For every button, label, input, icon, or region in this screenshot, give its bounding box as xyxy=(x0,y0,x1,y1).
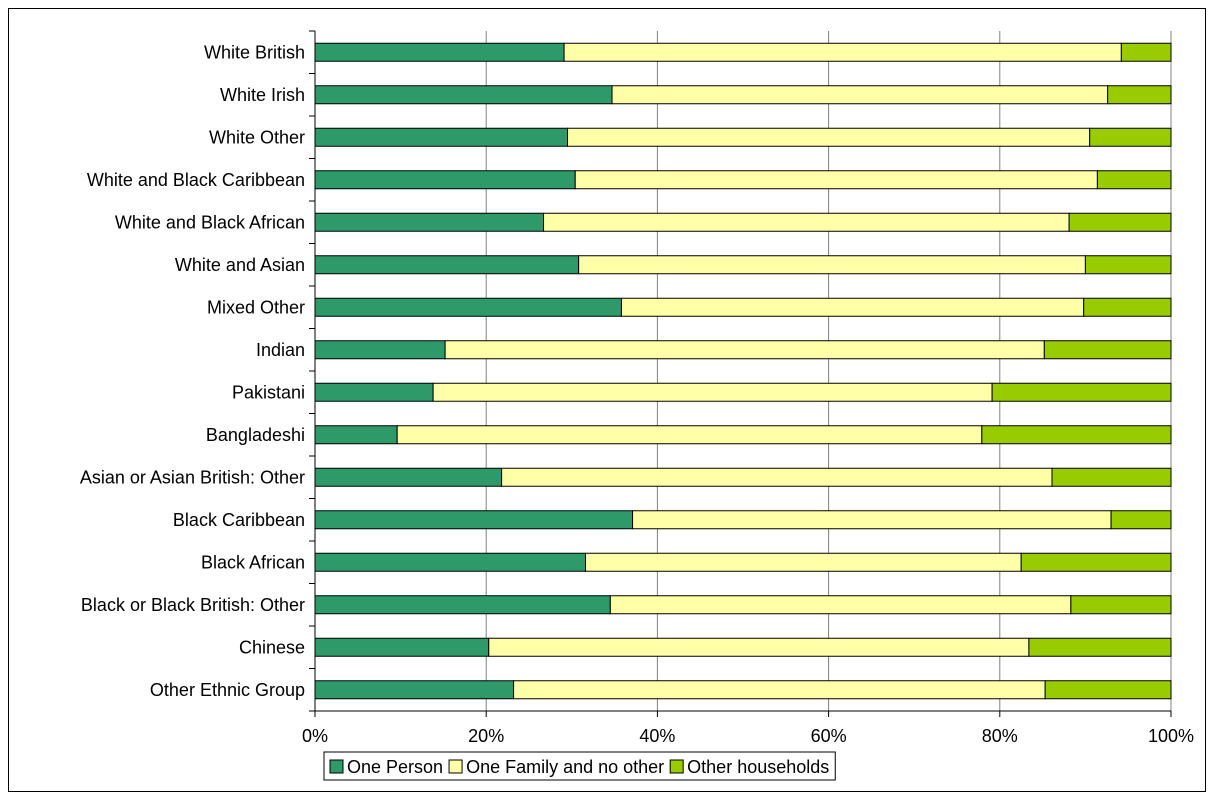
category-label: Bangladeshi xyxy=(206,425,305,445)
category-label: Mixed Other xyxy=(207,297,305,317)
category-label: Chinese xyxy=(239,637,305,657)
bar-segment-one-family-and-no-other xyxy=(567,127,1091,147)
x-tick-label: 0% xyxy=(302,726,328,746)
bar-segment-other-households xyxy=(1089,127,1172,147)
legend: One Person One Family and no other Other h… xyxy=(323,751,836,781)
bar-segment-one-family-and-no-other xyxy=(488,637,1030,657)
bar-segment-other-households xyxy=(1020,552,1172,572)
bar-segment-one-family-and-no-other xyxy=(611,85,1109,105)
category-label: White Other xyxy=(209,127,305,147)
bar-segment-other-households xyxy=(1051,467,1172,487)
bar-segment-one-family-and-no-other xyxy=(609,595,1072,615)
x-tick-label: 40% xyxy=(639,726,675,746)
bar-segment-one-person xyxy=(314,425,398,445)
bar-segment-one-family-and-no-other xyxy=(501,467,1053,487)
legend-label: Other households xyxy=(687,757,829,777)
category-label: Indian xyxy=(256,340,305,360)
bar-segment-one-family-and-no-other xyxy=(620,297,1085,317)
x-tick-label: 100% xyxy=(1148,726,1194,746)
x-tick-label: 80% xyxy=(982,726,1018,746)
bar-segment-one-person xyxy=(314,382,434,402)
category-label: White British xyxy=(204,42,305,62)
category-label: Black African xyxy=(201,552,305,572)
bar-segment-one-person xyxy=(314,170,576,190)
legend-box xyxy=(323,751,836,781)
bar-segment-one-family-and-no-other xyxy=(563,42,1122,62)
legend-swatch xyxy=(448,759,463,774)
bar-segment-one-person xyxy=(314,552,586,572)
bar-segment-one-person xyxy=(314,85,613,105)
bar-segment-one-person xyxy=(314,637,490,657)
bar-segment-other-households xyxy=(1084,255,1172,275)
bar-segment-one-family-and-no-other xyxy=(632,510,1112,530)
category-label: White and Black African xyxy=(115,212,305,232)
bar-segment-one-person xyxy=(314,212,545,232)
bar-segment-one-person xyxy=(314,595,611,615)
bar-segment-other-households xyxy=(1044,680,1172,700)
bar-segment-one-family-and-no-other xyxy=(543,212,1070,232)
bar-segment-other-households xyxy=(1110,510,1172,530)
bar-segment-one-person xyxy=(314,340,446,360)
bar-segment-one-family-and-no-other xyxy=(578,255,1086,275)
bar-segment-one-person xyxy=(314,42,565,62)
bar-segment-other-households xyxy=(991,382,1172,402)
bar-segment-other-households xyxy=(1070,595,1172,615)
legend-label: One Person xyxy=(347,757,443,777)
bar-segment-one-family-and-no-other xyxy=(584,552,1022,572)
category-label: Black or Black British: Other xyxy=(81,595,305,615)
bar-segment-other-households xyxy=(1083,297,1172,317)
legend-swatch xyxy=(329,759,344,774)
category-label: Pakistani xyxy=(232,382,305,402)
bar-segment-one-family-and-no-other xyxy=(432,382,993,402)
bar-segment-one-person xyxy=(314,127,569,147)
bar-segment-one-person xyxy=(314,510,634,530)
bar-segment-one-person xyxy=(314,255,580,275)
stacked-bar-chart: White British White Irish White Other White… xyxy=(80,30,1194,781)
bar-segment-other-households xyxy=(1043,340,1172,360)
bar-segment-one-family-and-no-other xyxy=(396,425,983,445)
legend-label: One Family and no other xyxy=(466,757,664,777)
chart-frame: White British White Irish White Other White… xyxy=(8,8,1206,792)
category-label: White and Asian xyxy=(175,255,305,275)
bar-segment-other-households xyxy=(1107,85,1172,105)
category-label: White and Black Caribbean xyxy=(87,170,305,190)
category-label: Asian or Asian British: Other xyxy=(80,467,305,487)
bars xyxy=(314,42,1172,700)
x-tick-label: 60% xyxy=(811,726,847,746)
bar-segment-other-households xyxy=(981,425,1172,445)
category-label: White Irish xyxy=(220,85,305,105)
bar-segment-one-family-and-no-other xyxy=(444,340,1045,360)
bar-segment-other-households xyxy=(1028,637,1172,657)
bar-segment-one-family-and-no-other xyxy=(574,170,1098,190)
legend-swatch xyxy=(669,759,684,774)
axes xyxy=(309,30,1172,717)
bar-segment-other-households xyxy=(1068,212,1172,232)
category-label: Other Ethnic Group xyxy=(150,680,305,700)
bar-segment-one-person xyxy=(314,467,503,487)
bar-segment-one-family-and-no-other xyxy=(513,680,1046,700)
category-label: Black Caribbean xyxy=(173,510,305,530)
bar-segment-other-households xyxy=(1096,170,1172,190)
category-labels: White British White Irish White Other White… xyxy=(80,42,305,700)
x-tick-labels: 0% 20% 40% 60% 80% 100% xyxy=(302,726,1194,746)
bar-segment-one-person xyxy=(314,297,622,317)
x-tick-label: 20% xyxy=(468,726,504,746)
bar-segment-one-person xyxy=(314,680,515,700)
bar-segment-other-households xyxy=(1120,42,1172,62)
